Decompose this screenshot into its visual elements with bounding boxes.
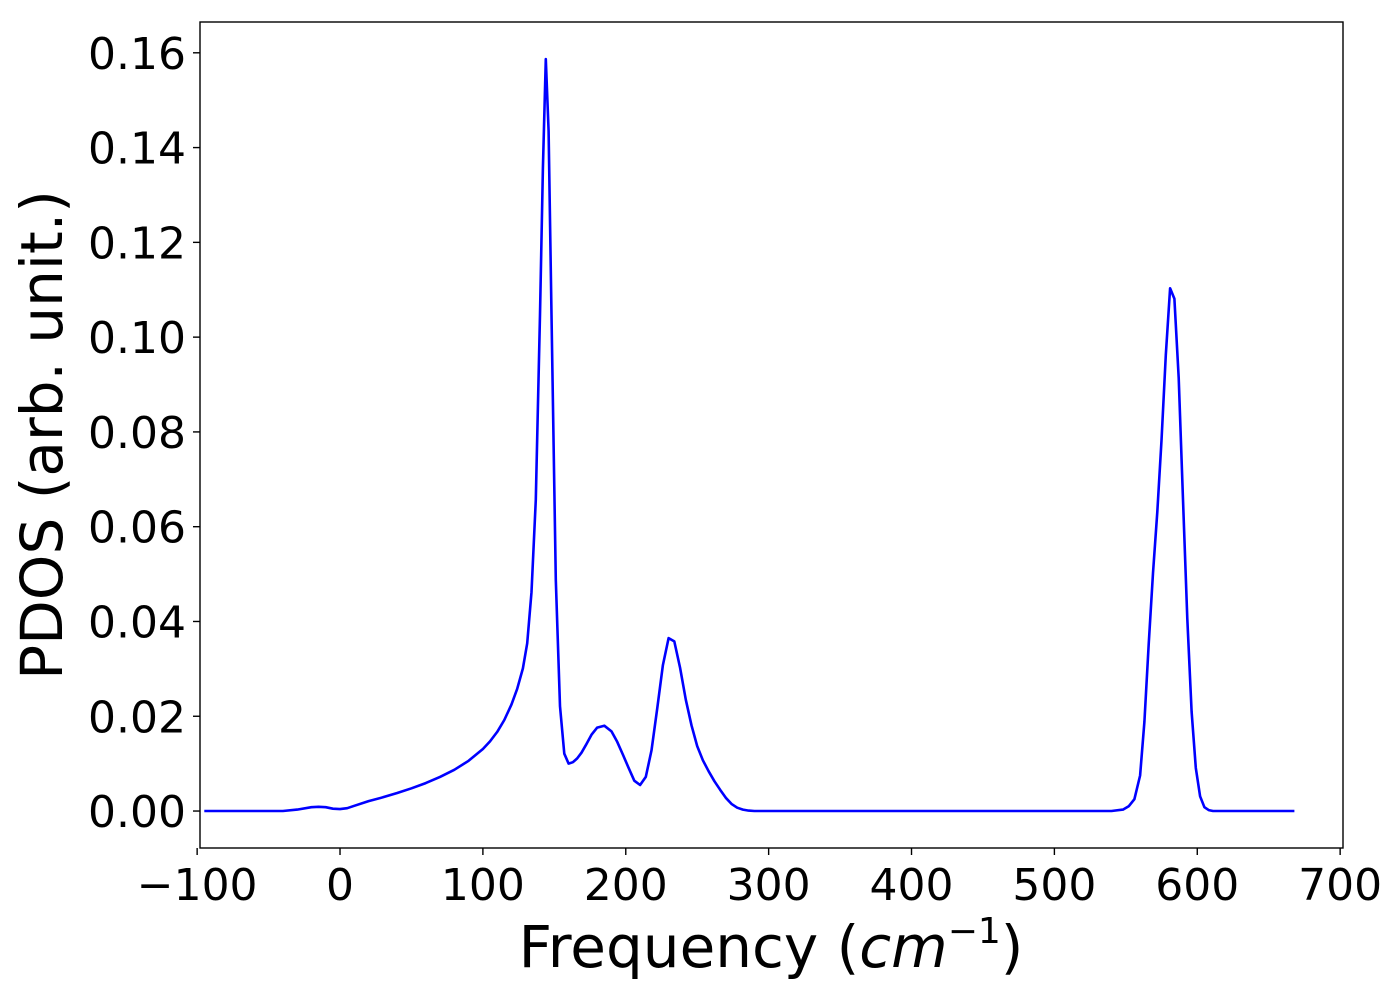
y-axis-ticks: 0.00 0.02 0.04 0.06 0.08 0.10 0.12 0.14 0.16 (88, 29, 200, 838)
y-axis-label: PDOS (arb. unit.) (8, 190, 76, 680)
x-tick-label: 400 (870, 860, 954, 911)
y-tick-label: 0.00 (88, 787, 186, 838)
pdos-series-line (204, 57, 1295, 813)
x-tick-label: 700 (1298, 860, 1382, 911)
y-tick-label: 0.16 (88, 29, 186, 80)
x-tick-label: −100 (137, 860, 258, 911)
y-tick-label: 0.12 (88, 218, 186, 269)
x-axis-ticks: −100 0 100 200 300 400 500 600 700 (137, 848, 1382, 911)
y-tick-label: 0.02 (88, 692, 186, 743)
y-tick-label: 0.10 (88, 313, 186, 364)
x-tick-label: 200 (584, 860, 668, 911)
y-tick-label: 0.08 (88, 408, 186, 459)
x-tick-label: 500 (1012, 860, 1096, 911)
x-axis-label: Frequency (cm−1) (519, 911, 1024, 981)
x-tick-label: 0 (326, 860, 354, 911)
y-tick-label: 0.04 (88, 597, 186, 648)
y-tick-label: 0.06 (88, 503, 186, 554)
plot-area (199, 21, 1344, 849)
x-tick-label: 600 (1155, 860, 1239, 911)
y-tick-label: 0.14 (88, 124, 186, 175)
x-tick-label: 100 (441, 860, 525, 911)
x-tick-label: 300 (727, 860, 811, 911)
